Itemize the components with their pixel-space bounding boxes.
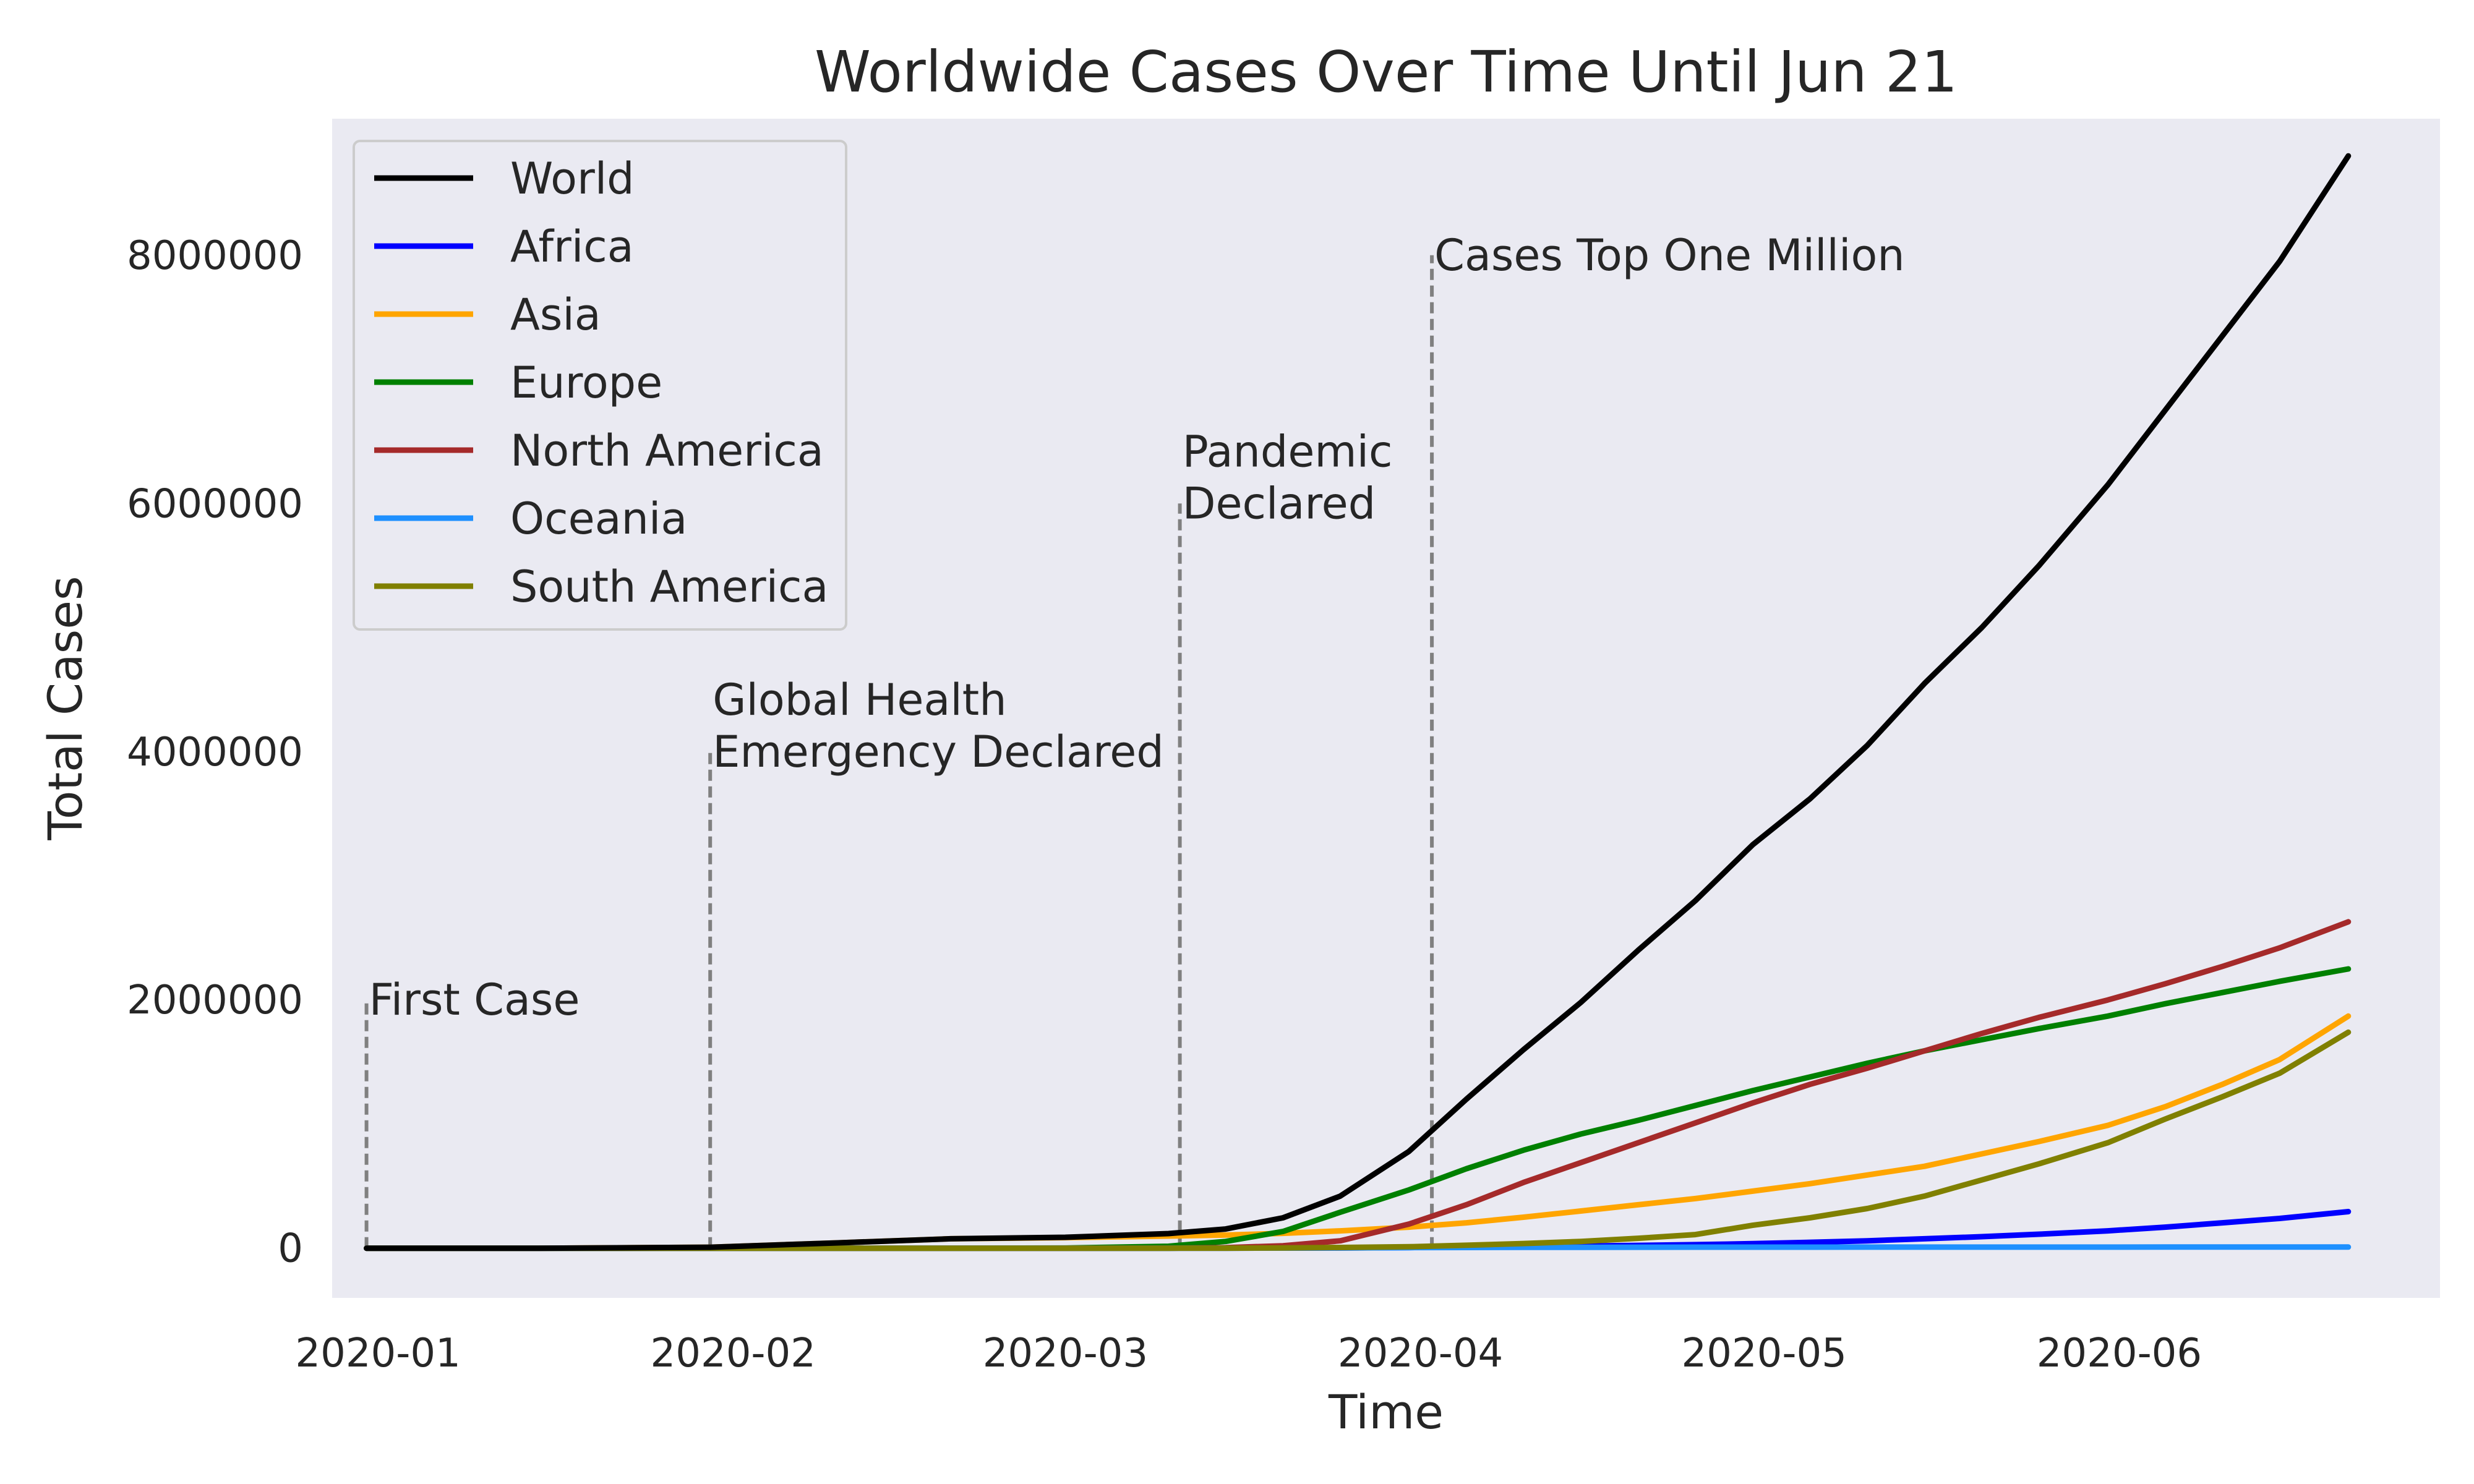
y-axis-label: Total Cases <box>38 576 93 840</box>
x-tick-label: 2020-01 <box>295 1331 460 1376</box>
legend-box <box>353 140 847 631</box>
series-line-south-america <box>364 1029 2352 1252</box>
legend-label-south-america: South America <box>510 561 828 612</box>
y-tick-label: 6000000 <box>127 481 303 527</box>
series-line-world <box>364 153 2352 1252</box>
x-ticks: 2020-01 2020-02 2020-03 2020-04 2020-05 2020-… <box>295 1331 2202 1376</box>
chart-title: Worldwide Cases Over Time Until Jun 21 <box>815 39 1958 105</box>
y-tick-label: 0 <box>278 1226 303 1272</box>
legend-label-asia: Asia <box>510 289 601 340</box>
x-axis-label: Time <box>1328 1384 1444 1439</box>
legend-label-oceania: Oceania <box>510 493 687 544</box>
legend: World Africa Asia Europe North America Oceani… <box>353 140 847 631</box>
annotations: First Case Global Health Emergency Declare… <box>364 230 1905 1248</box>
legend-label-north-america: North America <box>510 425 824 476</box>
x-tick-label: 2020-04 <box>1338 1331 1503 1376</box>
y-tick-label: 2000000 <box>127 978 303 1023</box>
y-tick-label: 8000000 <box>127 233 303 279</box>
legend-label-world: World <box>510 153 635 204</box>
legend-label-africa: Africa <box>510 221 634 272</box>
annotation-text: Global Health Emergency Declared <box>713 675 1164 777</box>
x-tick-label: 2020-06 <box>2037 1331 2202 1376</box>
annotation-text: First Case <box>369 974 580 1025</box>
legend-label-europe: Europe <box>510 357 662 408</box>
x-tick-label: 2020-02 <box>651 1331 816 1376</box>
x-tick-label: 2020-05 <box>1682 1331 1847 1376</box>
y-tick-label: 4000000 <box>127 730 303 775</box>
y-ticks: 0 2000000 4000000 6000000 8000000 <box>127 233 303 1272</box>
annotation-text: Cases Top One Million <box>1434 230 1905 281</box>
series-lines <box>364 153 2352 1252</box>
annotation-text: Pandemic Declared <box>1183 426 1393 529</box>
x-tick-label: 2020-03 <box>983 1331 1148 1376</box>
